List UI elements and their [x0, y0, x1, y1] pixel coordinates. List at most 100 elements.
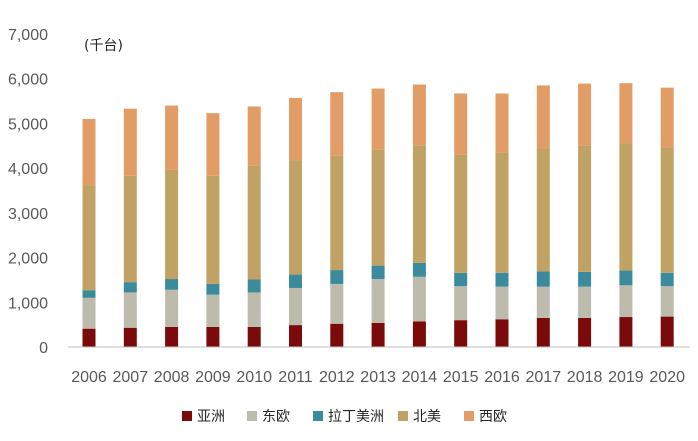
- bar-segment: [619, 317, 633, 347]
- bar-segment: [578, 286, 592, 318]
- bar-segment: [123, 327, 137, 347]
- bar-segment: [165, 326, 179, 347]
- legend-swatch: [464, 411, 474, 421]
- bar-segment: [206, 283, 220, 295]
- bar-segment: [412, 84, 426, 146]
- legend-swatch: [247, 411, 257, 421]
- x-tick-label: 2008: [154, 369, 190, 386]
- bar-segment: [660, 286, 674, 317]
- x-tick-label: 2016: [484, 369, 520, 386]
- bar-segment: [619, 285, 633, 318]
- bar-segment: [412, 145, 426, 263]
- bar-segment: [371, 265, 385, 280]
- bar-segment: [123, 282, 137, 293]
- x-tick-label: 2018: [567, 369, 603, 386]
- y-tick-label: 2,000: [8, 251, 48, 268]
- y-tick-label: 1,000: [8, 295, 48, 312]
- bar-segment: [165, 289, 179, 327]
- bar-segment: [454, 286, 468, 321]
- legend-label: 拉丁美洲: [328, 409, 384, 425]
- bar-segment: [495, 319, 509, 347]
- bar-segment: [578, 83, 592, 146]
- bar-segment: [289, 160, 302, 275]
- y-axis: 0 1,000 2,000 3,000 4,000 5,000 6,000 7,000: [8, 27, 48, 357]
- legend-swatch: [182, 411, 192, 421]
- bar-segment: [330, 283, 344, 324]
- bar-segment: [247, 326, 261, 347]
- bar-segment: [206, 175, 220, 284]
- bar-segment: [82, 290, 96, 298]
- bar-segment: [123, 292, 137, 328]
- bar-segment: [495, 152, 509, 273]
- legend-label: 亚洲: [197, 409, 225, 425]
- bar-segment: [454, 320, 468, 347]
- y-tick-label: 5,000: [8, 116, 48, 133]
- bar-segment: [123, 175, 137, 283]
- bar-segment: [660, 272, 674, 287]
- bar-segment: [247, 279, 261, 293]
- bar-segment: [82, 328, 96, 347]
- legend: 亚洲 东欧 拉丁美洲 北美 西欧: [182, 409, 507, 425]
- bar-segment: [206, 326, 220, 347]
- bar-segment: [412, 262, 426, 277]
- bar-segment: [330, 323, 344, 347]
- y-tick-label: 0: [39, 340, 48, 357]
- bar-segment: [289, 287, 302, 326]
- bar-segment: [495, 93, 509, 153]
- bar-segment: [247, 165, 261, 280]
- bar-segment: [330, 155, 344, 271]
- bar-segment: [495, 286, 509, 320]
- y-tick-label: 7,000: [8, 27, 48, 44]
- legend-swatch: [313, 411, 323, 421]
- bar-segment: [619, 270, 633, 286]
- bar-segment: [536, 85, 550, 149]
- bar-segment: [660, 87, 674, 148]
- bar-segment: [247, 292, 261, 327]
- x-axis: 2006 2007 2008 2009 2010 2011 2012 2013 2014 2015…: [71, 369, 685, 386]
- x-tick-label: 2007: [113, 369, 149, 386]
- legend-label: 北美: [413, 409, 441, 425]
- x-tick-label: 2009: [195, 369, 231, 386]
- bar-segment: [165, 279, 179, 290]
- bar-segment: [371, 88, 385, 150]
- bar-segment: [289, 97, 302, 161]
- bar-segment: [123, 108, 137, 176]
- bar-segment: [412, 276, 426, 322]
- bar-segment: [454, 272, 468, 287]
- unit-label: (千台): [84, 38, 123, 54]
- bar-segment: [247, 106, 261, 166]
- bar-segment: [619, 83, 633, 144]
- bar-segment: [536, 148, 550, 272]
- bar-segment: [536, 317, 550, 347]
- bar-segment: [82, 297, 96, 329]
- x-tick-label: 2014: [402, 369, 438, 386]
- bar-segment: [82, 118, 96, 186]
- bar-segment: [289, 325, 302, 347]
- legend-label: 东欧: [262, 409, 290, 425]
- bar-segment: [454, 93, 468, 155]
- bar-segment: [578, 317, 592, 347]
- x-tick-label: 2013: [360, 369, 396, 386]
- bar-segment: [371, 279, 385, 323]
- bar-segment: [165, 105, 179, 170]
- x-tick-label: 2020: [649, 369, 685, 386]
- bar-segment: [578, 145, 592, 272]
- bar-segment: [371, 149, 385, 266]
- bar-segment: [660, 147, 674, 273]
- bar-segment: [330, 270, 344, 284]
- bar-segment: [578, 271, 592, 287]
- y-tick-label: 3,000: [8, 206, 48, 223]
- bar-segment: [371, 322, 385, 347]
- x-tick-label: 2019: [608, 369, 644, 386]
- bar-segment: [412, 321, 426, 347]
- legend-label: 西欧: [479, 409, 507, 425]
- bar-segment: [619, 143, 633, 271]
- bars: [82, 83, 674, 347]
- x-tick-label: 2010: [236, 369, 272, 386]
- y-tick-label: 4,000: [8, 161, 48, 178]
- x-tick-label: 2012: [319, 369, 355, 386]
- bar-segment: [536, 271, 550, 287]
- bar-segment: [454, 154, 468, 273]
- y-tick-label: 6,000: [8, 72, 48, 89]
